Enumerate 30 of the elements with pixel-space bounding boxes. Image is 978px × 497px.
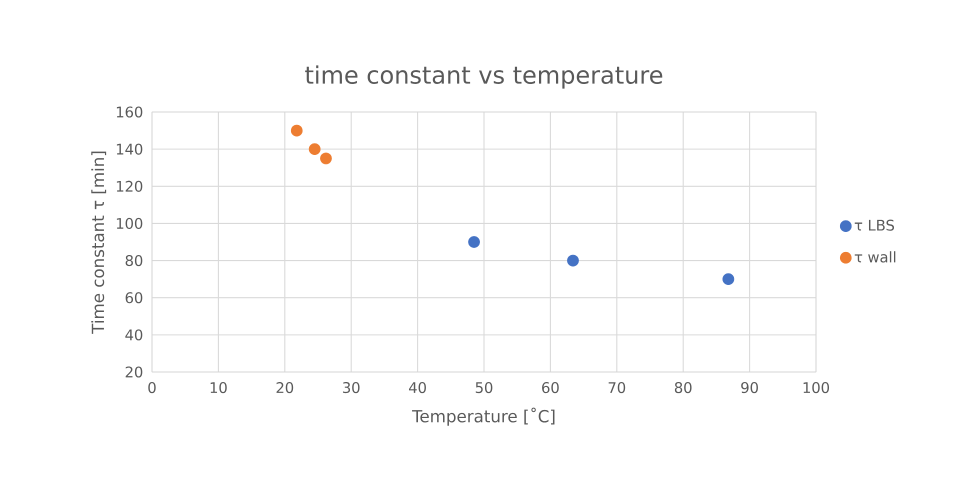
y-tick-label: 120 xyxy=(116,180,142,192)
x-axis-title: Temperature [˚C] xyxy=(412,408,554,426)
x-tick-label: 50 xyxy=(476,382,492,394)
x-tick-label: 10 xyxy=(210,382,227,394)
point xyxy=(290,124,303,136)
point xyxy=(320,152,332,164)
x-tick-label: 20 xyxy=(276,382,294,394)
x-tick-label: 30 xyxy=(342,382,360,394)
y-tick-label: 100 xyxy=(116,218,142,229)
point xyxy=(567,254,579,266)
y-axis-title: Time constant τ [min] xyxy=(91,152,106,334)
x-tick-label: 80 xyxy=(674,382,692,394)
point xyxy=(722,273,734,286)
x-tick-label: 0 xyxy=(148,382,156,394)
y-tick-label: 80 xyxy=(126,255,142,266)
y-tick-label: 140 xyxy=(116,144,142,155)
y-tick-label: 60 xyxy=(126,292,142,304)
x-tick-label: 100 xyxy=(804,382,830,394)
y-tick-label: 160 xyxy=(116,106,142,118)
x-tick-label: 60 xyxy=(542,382,559,394)
y-tick-label: 40 xyxy=(125,329,142,340)
legend-label: τ LBS xyxy=(854,220,894,231)
y-tick-label: 20 xyxy=(126,366,142,378)
point xyxy=(468,236,480,248)
x-tick-label: 40 xyxy=(408,382,426,394)
chart-title: time constant vs temperature xyxy=(305,65,662,89)
legend-label: τ wall xyxy=(854,251,896,263)
x-tick-label: 90 xyxy=(741,382,758,394)
x-tick-label: 70 xyxy=(608,382,626,394)
point xyxy=(308,143,321,156)
